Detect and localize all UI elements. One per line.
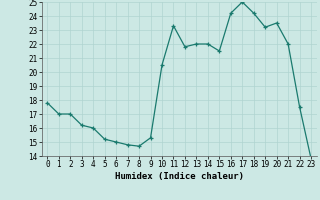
X-axis label: Humidex (Indice chaleur): Humidex (Indice chaleur)	[115, 172, 244, 181]
